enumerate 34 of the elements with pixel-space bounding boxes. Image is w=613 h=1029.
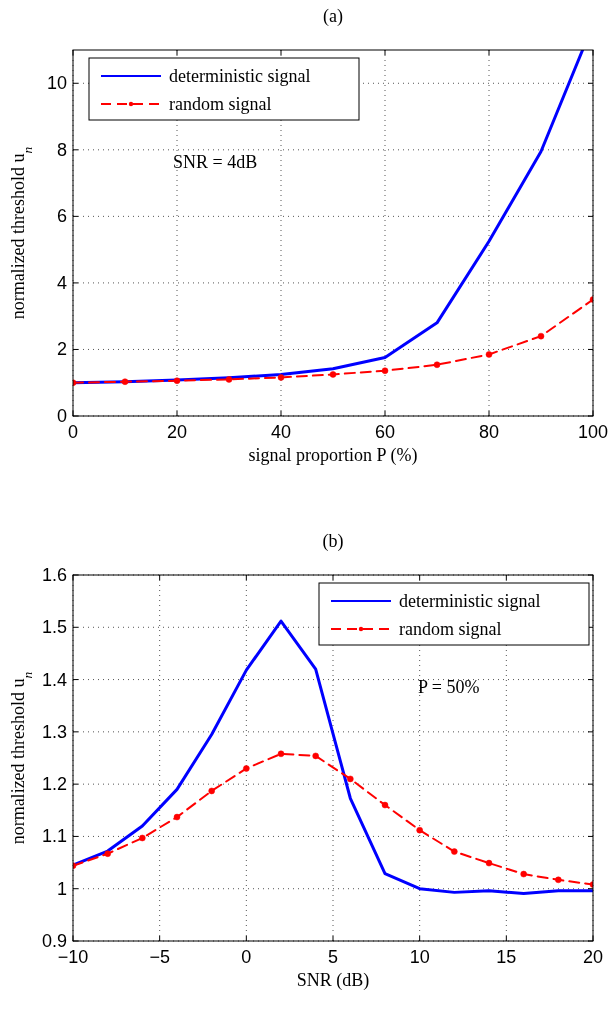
y-tick-label: 2: [56, 339, 67, 360]
y-tick-label: 1.4: [41, 669, 67, 690]
y-tick-label: 1.5: [41, 617, 67, 638]
y-tick-label: 4: [56, 272, 67, 293]
legend-label: random signal: [169, 94, 272, 114]
y-tick-label: 1: [56, 878, 67, 899]
legend-label: deterministic signal: [399, 591, 541, 611]
y-tick-label: 1.1: [41, 826, 67, 847]
annotation: P = 50%: [418, 677, 480, 697]
x-tick-label: 20: [582, 947, 604, 967]
y-tick-label: 0: [56, 406, 67, 426]
x-tick-label: 40: [270, 422, 292, 442]
x-tick-label: −5: [149, 947, 170, 967]
x-tick-label: 80: [478, 422, 500, 442]
chart-title: (a): [323, 6, 343, 27]
y-tick-label: 1.3: [41, 721, 67, 742]
y-tick-label: 1.2: [41, 774, 67, 795]
y-tick-label: 1.6: [41, 565, 67, 585]
x-tick-label: 60: [374, 422, 396, 442]
y-tick-label: 8: [56, 139, 67, 160]
legend-label: deterministic signal: [169, 66, 311, 86]
y-tick-label: 6: [56, 206, 67, 227]
annotation: SNR = 4dB: [173, 152, 258, 172]
x-tick-label: 10: [409, 947, 430, 967]
x-axis-title: SNR (dB): [296, 970, 370, 991]
legend-label: random signal: [399, 619, 502, 639]
y-tick-label: 10: [46, 73, 67, 94]
x-tick-label: 100: [577, 422, 609, 442]
x-axis-title: signal proportion P (%): [248, 445, 418, 466]
x-tick-label: 0: [241, 947, 252, 967]
x-tick-label: 20: [166, 422, 188, 442]
x-tick-label: 5: [327, 947, 339, 967]
chart-title: (b): [322, 531, 344, 552]
x-tick-label: 15: [496, 947, 517, 967]
